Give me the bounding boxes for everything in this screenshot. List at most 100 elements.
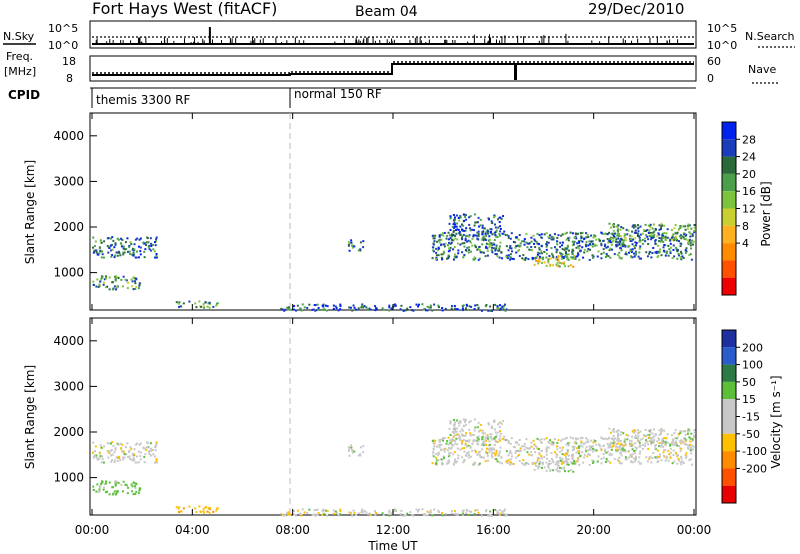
power-cell [474, 246, 477, 249]
velocity-cell [441, 514, 444, 517]
velocity-cell [360, 509, 363, 512]
velocity-cell [457, 454, 460, 457]
power-cell [487, 309, 490, 312]
velocity-cell [112, 444, 115, 447]
velocity-cell [623, 438, 626, 441]
power-cell [477, 306, 480, 309]
velocity-cell [444, 447, 447, 450]
power-cell [448, 249, 451, 252]
power-cell [666, 228, 669, 231]
power-cell [457, 252, 460, 255]
velocity-cell [317, 512, 320, 515]
power-cell [620, 237, 623, 240]
power-cell [440, 256, 443, 259]
velocity-cell [593, 448, 596, 451]
power-cell [455, 308, 458, 311]
velocity-cell [455, 461, 458, 464]
power-cell [431, 309, 434, 312]
power-cell [535, 256, 538, 259]
velocity-cell [399, 513, 402, 516]
power-cell [652, 246, 655, 249]
power-cell [580, 237, 583, 240]
colorbar-tick-label: 12 [742, 203, 756, 216]
power-cell [491, 251, 494, 254]
power-cell [680, 252, 683, 255]
velocity-cell [566, 453, 569, 456]
velocity-cell [518, 459, 521, 462]
velocity-cell [512, 463, 515, 466]
velocity-cell [198, 505, 201, 508]
power-cell [671, 238, 674, 241]
velocity-cell [562, 460, 565, 463]
velocity-cell [654, 433, 657, 436]
velocity-cell [630, 440, 633, 443]
power-cell [452, 239, 455, 242]
power-cell [613, 253, 616, 256]
velocity-cell [674, 451, 677, 454]
velocity-cell [472, 440, 475, 443]
power-cell [665, 232, 668, 235]
velocity-cell [556, 441, 559, 444]
velocity-cell [607, 460, 610, 463]
power-cell [556, 265, 559, 268]
power-cell [536, 242, 539, 245]
velocity-cell [96, 458, 99, 461]
velocity-cell [494, 439, 497, 442]
power-cell [461, 309, 464, 312]
velocity-cell [655, 457, 658, 460]
x-tick-label: 00:00 [677, 523, 712, 537]
power-cell [611, 224, 614, 227]
power-cell [437, 304, 440, 307]
power-cell [528, 242, 531, 245]
power-cell [670, 236, 673, 239]
velocity-cell [597, 443, 600, 446]
power-cell [576, 242, 579, 245]
power-cell [567, 249, 570, 252]
velocity-cell [579, 455, 582, 458]
power-cell [455, 225, 458, 228]
power-cell [481, 231, 484, 234]
velocity-cell [473, 461, 476, 464]
power-cell [479, 218, 482, 221]
cpid-mode-themis: themis 3300 RF [96, 93, 190, 107]
velocity-cell [477, 463, 480, 466]
velocity-cell [464, 434, 467, 437]
colorbar-tick-label: -200 [742, 462, 767, 475]
velocity-cell [572, 470, 575, 473]
power-cell [449, 217, 452, 220]
power-cell [545, 264, 548, 267]
power-cell [691, 243, 694, 246]
power-cell [691, 234, 694, 237]
velocity-cell [323, 513, 326, 516]
velocity-cell [147, 451, 150, 454]
power-cell [465, 227, 468, 230]
velocity-cell [646, 440, 649, 443]
velocity-cell [456, 447, 459, 450]
velocity-cell [100, 446, 103, 449]
velocity-cell [350, 449, 353, 452]
power-cell [97, 285, 100, 288]
power-cell [468, 234, 471, 237]
power-cell [540, 233, 543, 236]
velocity-cell [406, 512, 409, 515]
freq-tick-bottom: 8 [66, 72, 73, 85]
power-cell [557, 259, 560, 262]
velocity-cell [119, 459, 122, 462]
power-cell [572, 243, 575, 246]
velocity-cell [571, 449, 574, 452]
velocity-cell [403, 514, 406, 517]
power-cell [455, 256, 458, 259]
power-cell [534, 246, 537, 249]
power-cell [103, 278, 106, 281]
velocity-cell [622, 432, 625, 435]
power-cell [115, 286, 118, 289]
power-cell [581, 240, 584, 243]
velocity-cell [131, 485, 134, 488]
power-cell [312, 308, 315, 311]
power-cell [683, 233, 686, 236]
power-cell [604, 243, 607, 246]
velocity-cell [490, 514, 493, 517]
velocity-cell [609, 431, 612, 434]
velocity-cell [95, 456, 98, 459]
power-cell [534, 239, 537, 242]
